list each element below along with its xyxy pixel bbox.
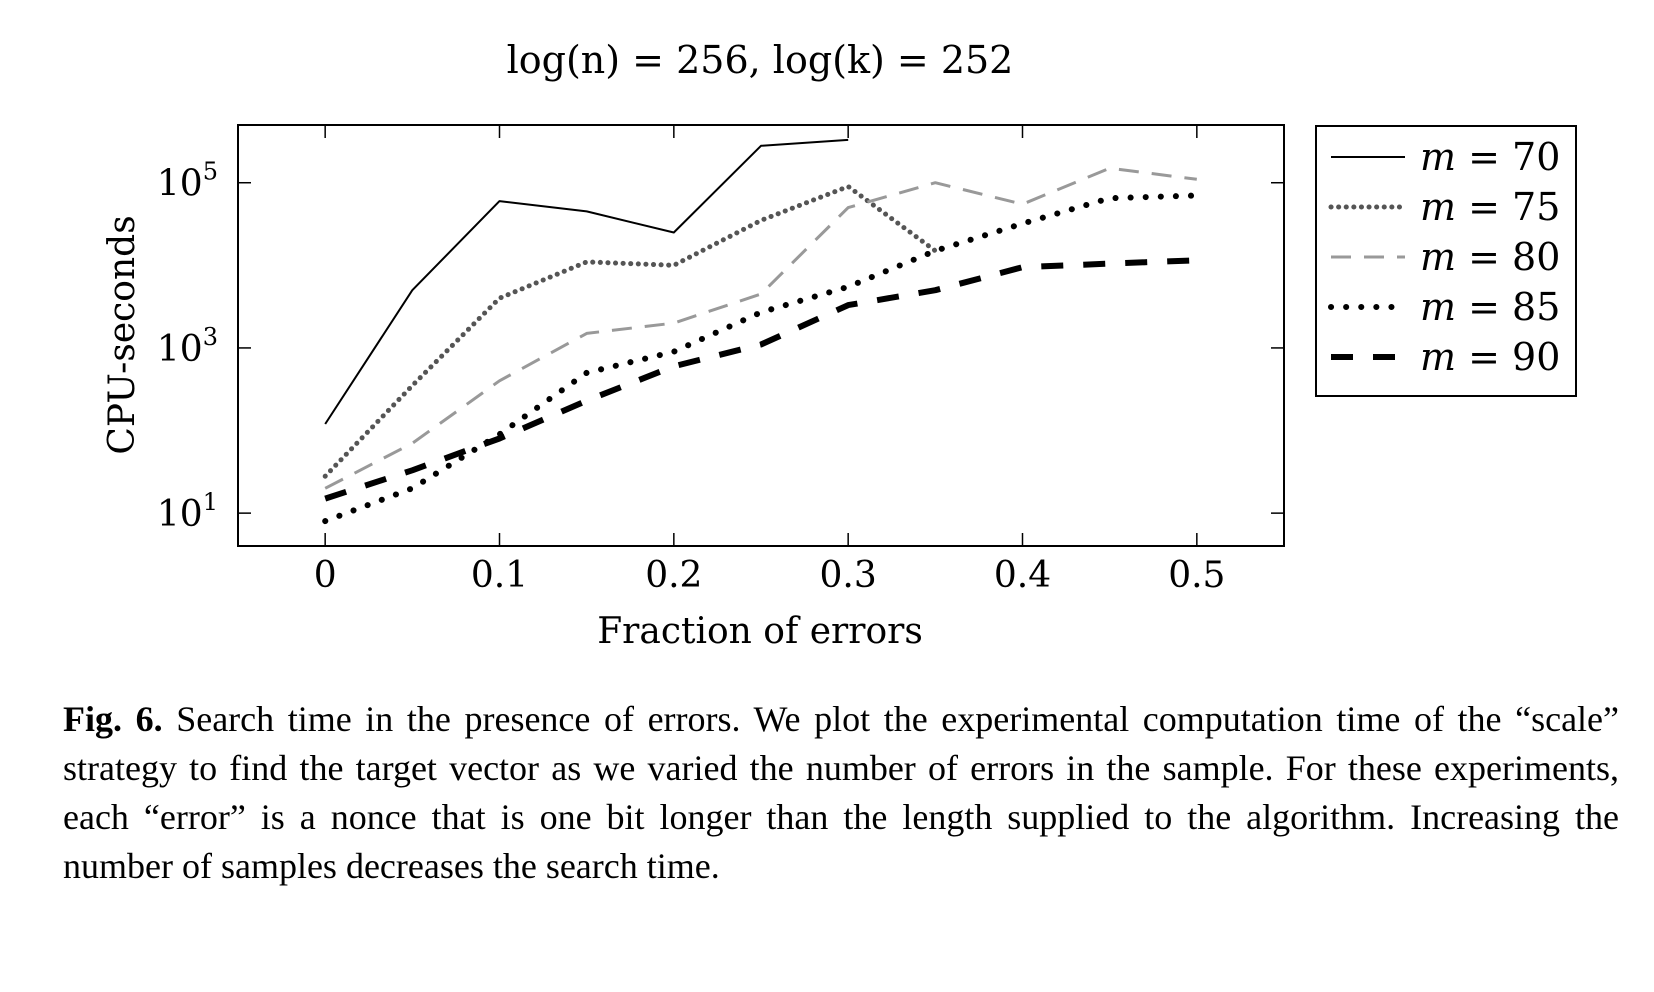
y-tick-label: 101 [157, 488, 218, 535]
y-tick-label: 103 [157, 323, 218, 370]
legend-label-4: m = 85 [1420, 285, 1560, 329]
plot-frame [237, 124, 1285, 547]
chart-title: log(n) = 256, log(k) = 252 [507, 38, 1014, 82]
x-tick-label: 0.1 [471, 555, 528, 596]
y-tick-label: 105 [157, 158, 218, 205]
legend-label-3: m = 80 [1420, 235, 1560, 279]
x-tick-label: 0 [314, 555, 337, 596]
legend: m = 70 m = 75 m = 80 m = 85 m = 90 [1328, 135, 1560, 379]
legend-box [1315, 125, 1577, 397]
series-line-1 [324, 138, 849, 425]
legend-label-1: m = 70 [1420, 135, 1560, 179]
series-line-5 [324, 257, 1197, 502]
x-tick-label: 0.5 [1168, 555, 1225, 596]
x-axis-label: Fraction of errors [597, 611, 923, 652]
legend-label-2: m = 75 [1420, 185, 1560, 229]
figure-label: Fig. 6. [63, 699, 163, 739]
caption-text: Search time in the presence of errors. W… [63, 699, 1619, 886]
series-layer [322, 138, 1200, 525]
axis-ticks: 0 0.1 0.2 0.3 0.4 0.5 101 103 105 [157, 125, 1284, 596]
x-tick-label: 0.3 [820, 555, 877, 596]
y-axis-label: CPU-seconds [102, 215, 143, 454]
series-line-2 [322, 184, 938, 479]
series-line-3 [324, 166, 1197, 490]
x-tick-label: 0.4 [994, 555, 1051, 596]
x-tick-label: 0.2 [645, 555, 702, 596]
figure-caption: Fig. 6. Search time in the presence of e… [63, 695, 1619, 891]
legend-label-5: m = 90 [1420, 335, 1560, 379]
